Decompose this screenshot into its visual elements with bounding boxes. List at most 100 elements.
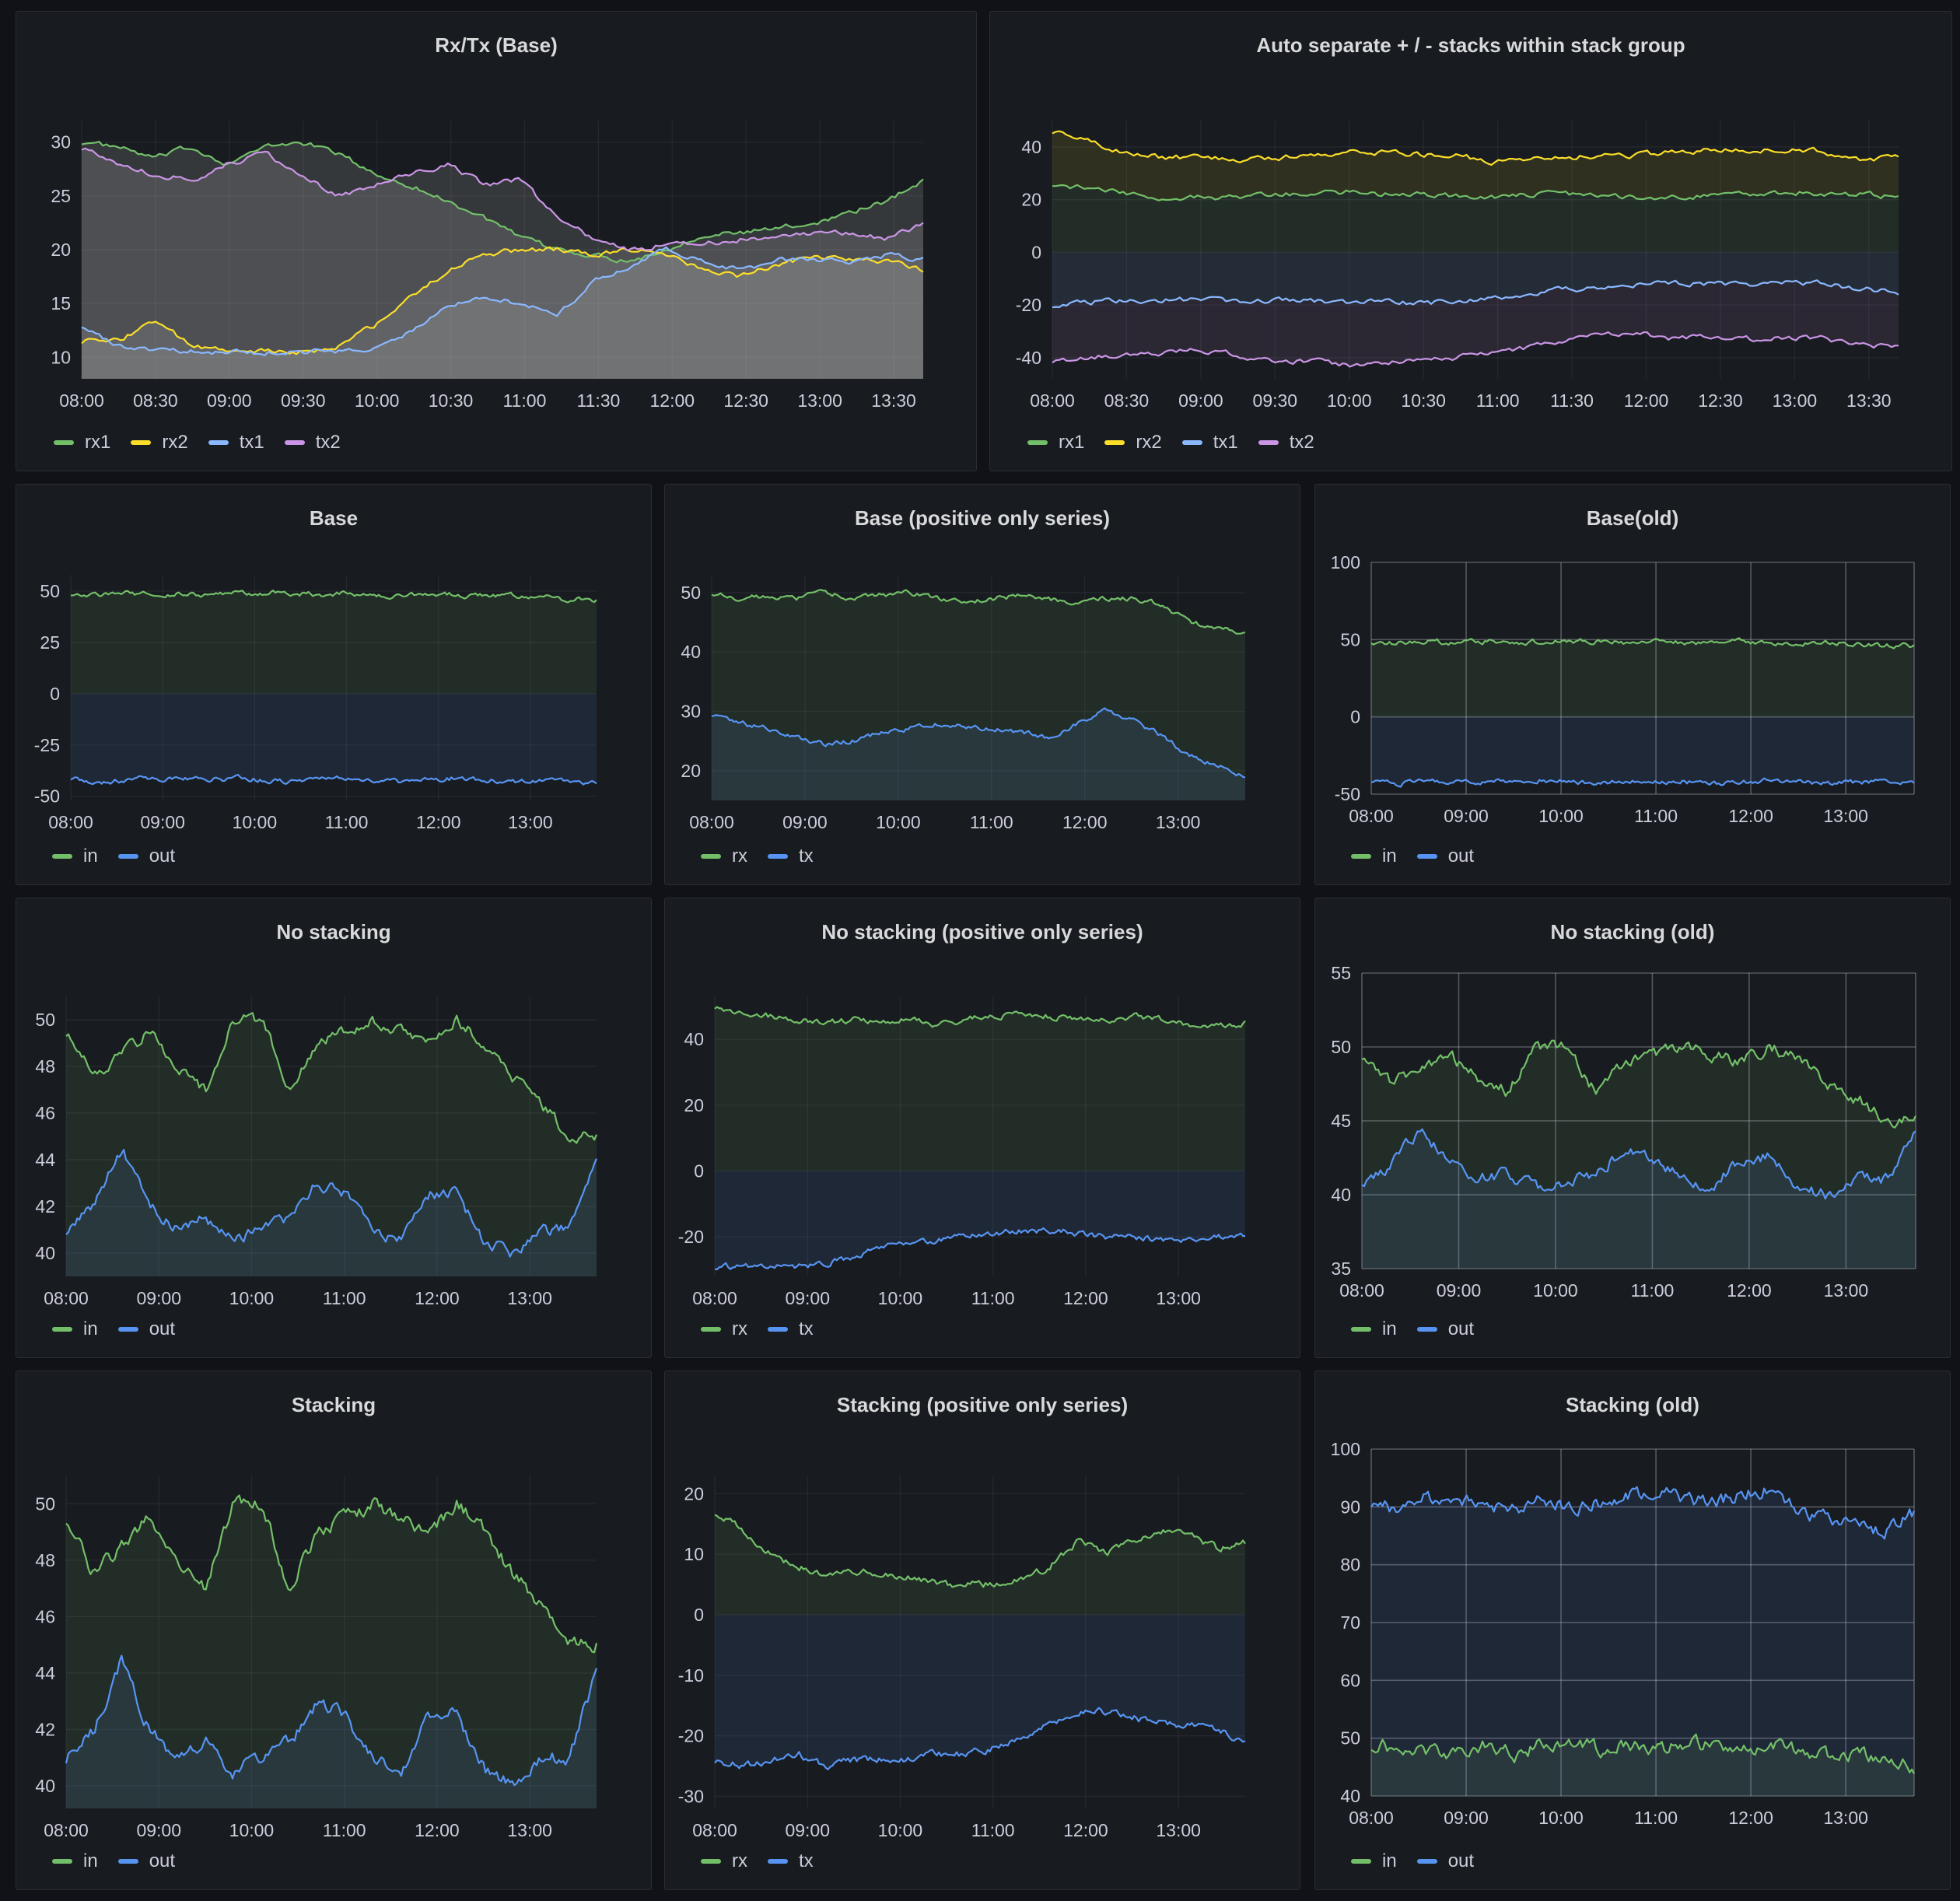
legend-item-rx1[interactable]: rx1 <box>54 432 110 453</box>
series-line-tx2[interactable] <box>81 147 924 252</box>
legend-item-tx2[interactable]: tx2 <box>1258 432 1314 453</box>
series-line-rx[interactable] <box>711 589 1246 635</box>
series-line-in[interactable] <box>65 1012 598 1144</box>
x-tick-label: 12:30 <box>1698 390 1743 411</box>
x-tick-label: 11:30 <box>576 390 620 411</box>
legend-item-in[interactable]: in <box>52 1850 98 1872</box>
series-line-out[interactable] <box>65 1654 598 1787</box>
series-line-rx[interactable] <box>714 1514 1246 1588</box>
chart-svg[interactable]: 50 25 0 -25 -50 08:00 09:00 10:00 11:00 12:00 13:0… <box>16 485 651 884</box>
legend-item-out[interactable]: out <box>117 845 175 867</box>
y-tick-label: 42 <box>35 1719 55 1739</box>
series-line-tx1[interactable] <box>81 246 924 356</box>
panel-title[interactable]: Stacking (old) <box>1566 1393 1699 1416</box>
series-line-tx[interactable] <box>711 707 1246 779</box>
series-line-rx[interactable] <box>714 1006 1246 1028</box>
x-tick-label: 12:00 <box>1728 1808 1773 1828</box>
series-line-rx1[interactable] <box>1052 184 1899 201</box>
legend-label: in <box>83 845 98 866</box>
legend-swatch-icon <box>52 1859 72 1864</box>
legend-item-in[interactable]: in <box>1351 1318 1397 1340</box>
series-fill <box>1362 1129 1916 1269</box>
series-line-in[interactable] <box>1370 1733 1915 1774</box>
series-line-out[interactable] <box>1361 1128 1916 1200</box>
legend-item-out[interactable]: out <box>1416 845 1474 867</box>
legend-item-out[interactable]: out <box>1416 1318 1474 1340</box>
series-line-rx1[interactable] <box>81 141 924 264</box>
series-line-out[interactable] <box>65 1149 598 1258</box>
y-tick-label: 40 <box>1331 1185 1351 1205</box>
series-line-out[interactable] <box>70 773 597 786</box>
y-tick-label: 45 <box>1331 1111 1351 1131</box>
legend-item-tx1[interactable]: tx1 <box>1181 432 1238 453</box>
y-tick-label: -50 <box>1335 784 1360 804</box>
legend-item-in[interactable]: in <box>1351 1850 1397 1872</box>
legend-item-tx1[interactable]: tx1 <box>208 432 264 453</box>
legend-item-tx2[interactable]: tx2 <box>284 432 341 453</box>
series-line-in[interactable] <box>1370 637 1915 649</box>
chart-svg[interactable]: 30 25 20 15 10 08:00 08:30 09:00 09:30 10:00 10:30… <box>16 12 976 471</box>
chart-svg[interactable]: 40 20 0 -20 08:00 09:00 10:00 11:00 12:00 13:00 <box>665 898 1300 1357</box>
series-line-tx1[interactable] <box>1052 279 1899 309</box>
legend-label: rx1 <box>1059 432 1085 453</box>
panel-base: Base 50 25 0 -25 -50 08:00 09:00 10:00 11:00 12:00… <box>16 484 652 885</box>
legend-item-in[interactable]: in <box>52 845 98 867</box>
y-tick-label: 50 <box>1340 1728 1360 1749</box>
x-tick-label: 08:00 <box>1030 390 1075 411</box>
legend-item-out[interactable]: out <box>1416 1850 1474 1872</box>
y-tick-label: 10 <box>51 347 71 367</box>
x-tick-label: 11:00 <box>971 1288 1015 1308</box>
legend-item-out[interactable]: out <box>117 1318 175 1340</box>
legend-item-rx1[interactable]: rx1 <box>1027 432 1084 453</box>
series-line-tx[interactable] <box>714 1227 1245 1271</box>
chart-svg[interactable]: 50 48 46 44 42 40 08:00 09:00 10:00 11:00 12:00 13:… <box>16 1371 651 1889</box>
series-line-tx2[interactable] <box>1052 331 1899 368</box>
legend-item-in[interactable]: in <box>52 1318 98 1340</box>
chart-svg[interactable]: 50 40 30 20 08:00 09:00 10:00 11:00 12:00 13:00 <box>665 485 1300 884</box>
chart-svg[interactable]: 20 10 0 -10 -20 -30 08:00 09:00 10:00 11:00 12:00 1… <box>665 1371 1300 1889</box>
panel-title[interactable]: Base(old) <box>1586 506 1679 530</box>
legend-item-in[interactable]: in <box>1351 845 1397 867</box>
legend-item-out[interactable]: out <box>117 1850 176 1872</box>
panel-title[interactable]: No stacking <box>276 920 391 943</box>
panel-title[interactable]: No stacking (old) <box>1550 920 1715 943</box>
series-line-out[interactable] <box>1370 777 1915 788</box>
panel-title[interactable]: Base (positive only series) <box>854 506 1111 530</box>
x-tick-label: 10:00 <box>1538 806 1584 826</box>
y-tick-label: 15 <box>51 293 71 313</box>
series-line-in[interactable] <box>70 590 597 604</box>
legend-item-rx[interactable]: rx <box>701 845 747 867</box>
series-line-out[interactable] <box>1370 1486 1916 1540</box>
series-line-rx2[interactable] <box>1052 130 1899 166</box>
panel-title[interactable]: Rx/Tx (Base) <box>435 33 558 57</box>
legend-item-rx[interactable]: rx <box>701 1318 747 1340</box>
legend-swatch-icon <box>768 1859 788 1864</box>
series-line-rx2[interactable] <box>81 246 924 355</box>
panel-title[interactable]: No stacking (positive only series) <box>821 920 1143 943</box>
panel-title[interactable]: Stacking (positive only series) <box>836 1393 1129 1416</box>
legend-item-rx[interactable]: rx <box>701 1850 747 1872</box>
chart-svg[interactable]: 40 20 0 -20 -40 08:00 08:30 09:00 09:30 10:00 10:3… <box>990 12 1951 471</box>
legend-item-tx[interactable]: tx <box>768 845 814 867</box>
x-tick-label: 10:00 <box>1327 390 1372 411</box>
legend-item-tx[interactable]: tx <box>768 1318 814 1340</box>
x-tick-label: 12:00 <box>415 1820 460 1840</box>
series-line-in[interactable] <box>65 1494 598 1654</box>
legend-item-rx2[interactable]: rx2 <box>1104 432 1162 453</box>
legend-item-tx[interactable]: tx <box>768 1850 814 1872</box>
panel-title[interactable]: Base <box>309 506 359 530</box>
panel-title[interactable]: Auto separate + / - stacks within stack … <box>1256 33 1685 57</box>
panel-title[interactable]: Stacking <box>291 1393 376 1416</box>
legend-label: rx <box>732 845 747 866</box>
y-tick-label: 42 <box>35 1196 55 1217</box>
x-tick-label: 09:00 <box>782 812 828 832</box>
legend-item-rx2[interactable]: rx2 <box>131 432 188 453</box>
series-fill <box>712 590 1245 800</box>
chart-svg[interactable]: 50 48 46 44 42 40 08:00 09:00 10:00 11:00 12:00 13:… <box>16 898 651 1357</box>
legend-label: out <box>149 1850 176 1871</box>
series-line-tx[interactable] <box>714 1707 1246 1770</box>
series-line-in[interactable] <box>1361 1039 1916 1129</box>
